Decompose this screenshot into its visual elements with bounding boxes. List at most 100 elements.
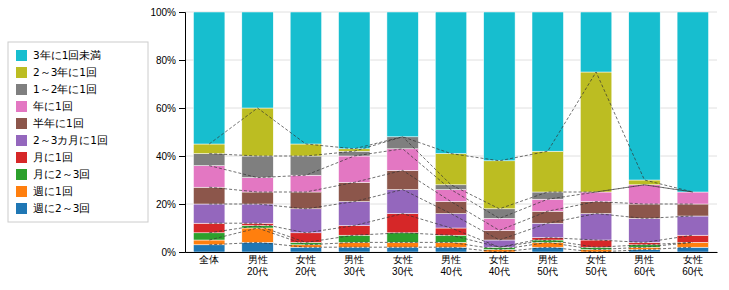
legend-swatch <box>16 169 27 180</box>
boundary-line <box>209 190 693 240</box>
bar-segment <box>484 230 515 240</box>
bar-segment <box>580 247 611 249</box>
y-tick-label: 20% <box>156 199 176 210</box>
bar-segment <box>387 242 418 247</box>
legend-item: 3年に1回未満 <box>16 49 101 61</box>
x-tick-label-line: 男性 <box>248 254 268 265</box>
bar-segment <box>435 214 466 228</box>
legend-label: 年に1回 <box>33 100 73 112</box>
legend-swatch <box>16 203 27 214</box>
bar-segment <box>387 170 418 189</box>
x-tick-label-line: 20代 <box>295 266 316 277</box>
chart-svg: 0%20%40%60%80%100%全体男性20代女性20代男性30代女性30代… <box>0 0 729 290</box>
y-tick: 0% <box>162 247 185 258</box>
legend-swatch <box>16 67 27 78</box>
legend-label: 2～3年に1回 <box>33 66 97 78</box>
legend-frame <box>8 42 148 222</box>
bar-segment <box>387 247 418 252</box>
bar-segment <box>484 240 515 247</box>
x-tick: 女性50代 <box>586 254 607 277</box>
x-tick: 女性20代 <box>295 254 316 277</box>
x-tick: 男性50代 <box>537 254 558 277</box>
y-tick-mark <box>179 204 185 205</box>
bar-segment <box>629 185 660 204</box>
x-tick-label: 男性50代 <box>537 254 558 277</box>
x-axis-line <box>186 252 718 253</box>
bar-segment <box>435 202 466 214</box>
legend-label: 週に2～3回 <box>33 202 90 214</box>
y-tick-label: 80% <box>156 55 176 66</box>
x-tick-label-line: 女性 <box>683 254 703 265</box>
x-tick: 女性30代 <box>392 254 413 277</box>
legend-label: 週に1回 <box>33 185 73 197</box>
x-tick-label-line: 女性 <box>586 254 606 265</box>
bar-segment <box>242 156 273 178</box>
x-tick-label-line: 女性 <box>489 254 509 265</box>
bar-segment <box>193 245 224 252</box>
legend-swatch <box>16 84 27 95</box>
x-tick-label-line: 男性 <box>538 254 558 265</box>
legend-item: 月に2～3回 <box>16 168 90 180</box>
x-tick-label-line: 30代 <box>392 266 413 277</box>
y-tick-mark <box>179 12 185 13</box>
x-axis: 全体男性20代女性20代男性30代女性30代男性40代女性40代男性50代女性5… <box>186 253 718 277</box>
x-tick-label-line: 30代 <box>344 266 365 277</box>
x-tick: 全体 <box>199 254 219 265</box>
x-tick-label-line: 男性 <box>441 254 461 265</box>
bar-segment <box>193 144 224 154</box>
bar-segment <box>339 156 370 182</box>
bar-segment <box>435 228 466 235</box>
bar-segment <box>484 218 515 230</box>
bar-segment <box>387 12 418 137</box>
bar-segment <box>580 192 611 202</box>
bar-series <box>193 12 708 192</box>
legend-item: 1～2年に1回 <box>16 83 97 95</box>
x-tick-label-line: 40代 <box>440 266 461 277</box>
y-tick-label: 60% <box>156 103 176 114</box>
x-tick: 女性60代 <box>682 254 703 277</box>
boundary-line <box>209 137 693 209</box>
bar-segment <box>580 240 611 247</box>
bar-segment <box>435 242 466 247</box>
bar-segment <box>387 233 418 243</box>
bar-segment <box>387 137 418 149</box>
legend-swatch <box>16 135 27 146</box>
bar-segment <box>435 12 466 154</box>
x-tick-label: 女性30代 <box>392 254 413 277</box>
bar-segment <box>290 156 321 175</box>
bar-segment <box>677 192 708 204</box>
bar-segment <box>629 204 660 218</box>
x-tick: 男性30代 <box>344 254 365 277</box>
x-tick-label-line: 全体 <box>199 254 219 265</box>
bar-segment <box>290 192 321 209</box>
bar-segment <box>484 161 515 209</box>
bar-segment <box>629 218 660 242</box>
boundary-line <box>209 214 693 248</box>
bar-segment <box>339 12 370 149</box>
x-tick-label: 全体 <box>199 254 219 265</box>
bar-segment <box>435 247 466 252</box>
grid <box>185 12 717 252</box>
bar-segment <box>193 204 224 223</box>
bar-segment <box>339 247 370 252</box>
bar-segment <box>339 202 370 226</box>
bar-segment <box>677 247 708 252</box>
x-tick-label: 女性50代 <box>586 254 607 277</box>
legend-swatch <box>16 186 27 197</box>
legend: 3年に1回未満2～3年に1回1～2年に1回年に1回半年に1回2～3カ月に1回月に… <box>8 42 148 222</box>
bar-segment <box>193 187 224 204</box>
x-tick: 女性40代 <box>489 254 510 277</box>
bar-segment <box>242 108 273 156</box>
bar-segment <box>677 235 708 242</box>
plot-area <box>193 12 708 252</box>
x-tick-label-line: 60代 <box>634 266 655 277</box>
bar-segment <box>242 226 273 228</box>
bar-series <box>193 242 708 252</box>
bar-segment <box>532 12 563 151</box>
bar-segment <box>339 242 370 247</box>
x-tick-label-line: 女性 <box>296 254 316 265</box>
x-tick-label: 男性30代 <box>344 254 365 277</box>
bar-segment <box>484 209 515 219</box>
legend-label: 3年に1回未満 <box>33 49 101 61</box>
bar-segment <box>677 242 708 247</box>
